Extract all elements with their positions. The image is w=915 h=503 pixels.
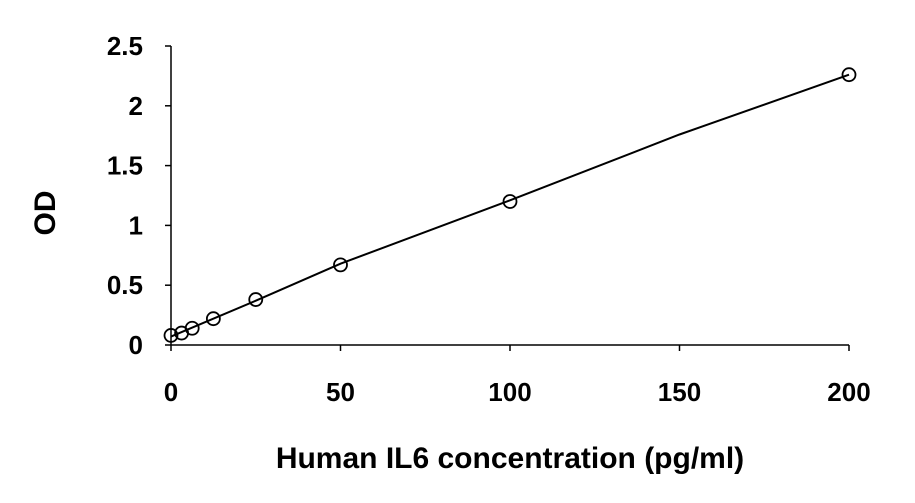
data-point (841, 67, 857, 83)
y-axis-title: OD (29, 191, 62, 236)
x-tick-label: 200 (827, 377, 870, 407)
x-axis-title: Human IL6 concentration (pg/ml) (276, 442, 744, 475)
y-tick-label: 0.5 (107, 270, 143, 300)
data-point (333, 257, 348, 273)
y-tick-label: 0 (129, 330, 143, 360)
plot-area (163, 67, 857, 343)
y-tick-label: 1.5 (107, 151, 143, 181)
x-tick-label: 100 (488, 377, 531, 407)
x-axis: 0 50 100 150 200 (164, 344, 871, 407)
data-point (502, 194, 518, 209)
trendline (170, 73, 850, 338)
x-tick-label: 150 (658, 377, 701, 407)
data-point (248, 292, 264, 307)
data-point (163, 328, 179, 343)
x-tick-label: 50 (326, 377, 355, 407)
data-point (184, 320, 200, 336)
y-tick-label: 1 (129, 210, 143, 240)
data-point (205, 311, 221, 327)
y-tick-label: 2 (129, 91, 143, 121)
y-axis: 0 0.5 1 1.5 2 2.5 (107, 31, 172, 360)
x-tick-label: 0 (164, 377, 178, 407)
y-tick-label: 2.5 (107, 31, 143, 61)
